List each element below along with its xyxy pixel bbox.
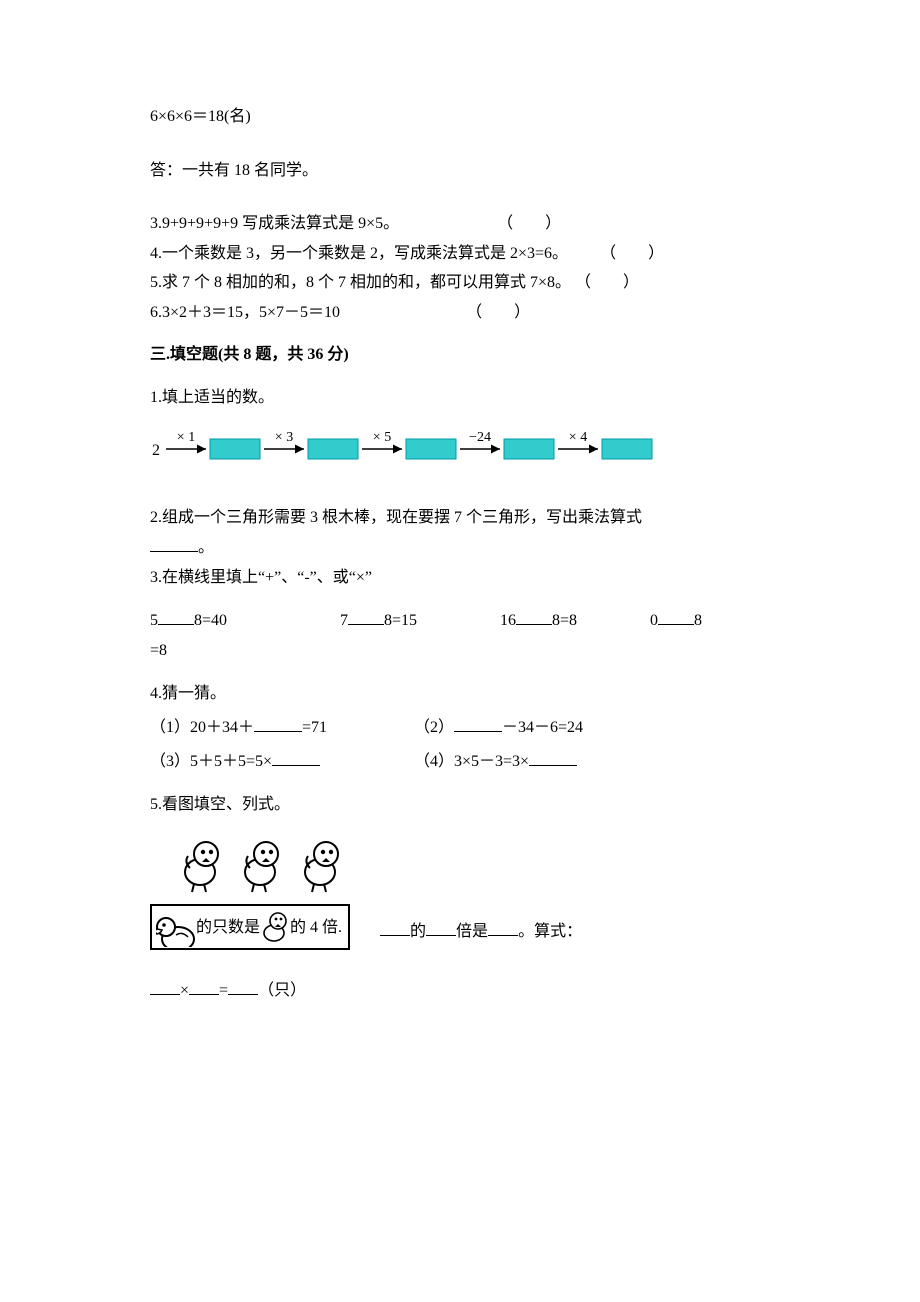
q4-1b: =71 (302, 719, 327, 736)
s3-q5-eq: × = （只） (150, 978, 800, 1004)
s3-q5-right: 的 倍是 。算式： (380, 919, 582, 951)
section3-title: 三.填空题(共 8 题，共 36 分) (150, 342, 800, 368)
s3-q3-c4: 08 (650, 608, 702, 634)
s3-q5-box-b: 的 4 倍. (290, 915, 342, 941)
s3-q1: 1.填上适当的数。 (150, 385, 800, 411)
q4-2b: －34－6=24 (502, 719, 583, 736)
judge-q3-paren: （ ） (497, 215, 561, 232)
chicks-row-icon (150, 828, 400, 898)
chain-diagram: 2 × 1 × 3 × 5 −24 × 4 (144, 419, 800, 478)
q5-tail: （只） (258, 982, 306, 999)
judge-q5-paren: （ ） (575, 274, 639, 291)
s3-q4-2: （2） －34－6=24 (414, 719, 583, 736)
s3-q3-c1l: 5 (150, 612, 158, 629)
s3-q4-3: （3）5＋5＋5=5× (150, 749, 410, 775)
s3-q2: 2.组成一个三角形需要 3 根木棒，现在要摆 7 个三角形，写出乘法算式 (150, 505, 800, 531)
s3-q3-title: 3.在横线里填上“+”、“-”、或“×” (150, 565, 800, 591)
q5-mul: × (180, 982, 189, 999)
s3-q2b: 。 (150, 535, 800, 561)
s3-q3-c1r: 8=40 (194, 612, 227, 629)
blank (658, 608, 694, 625)
q5rc: 。算式： (518, 923, 582, 940)
s3-q3-tail: =8 (150, 638, 800, 664)
q5ra: 的 (410, 923, 426, 940)
blank (488, 919, 518, 936)
svg-text:−24: −24 (469, 430, 491, 445)
blank (348, 608, 384, 625)
blank (516, 608, 552, 625)
duck-icon (156, 909, 196, 947)
chick-small-icon (260, 911, 290, 945)
s3-q3-c3: 16 8=8 (500, 608, 650, 634)
s3-q5-caption-row: 的只数是 的 4 倍. 的 倍是 。算式： (150, 904, 800, 950)
s3-q4-title: 4.猜一猜。 (150, 681, 800, 707)
blank (426, 919, 456, 936)
s3-q3-c3l: 16 (500, 612, 516, 629)
svg-text:2: 2 (152, 442, 160, 459)
judge-q4-paren: （ ） (600, 245, 664, 262)
s3-q3-c1: 5 8=40 (150, 608, 340, 634)
s3-q4-r1: （1）20＋34＋ =71 （2） －34－6=24 (150, 715, 800, 741)
blank (454, 715, 502, 732)
judge-q6-text: 6.3×2＋3＝15，5×7－5＝10 (150, 304, 340, 321)
q5-eq: = (219, 982, 228, 999)
blank (228, 978, 258, 995)
top-expression: 6×6×6＝18(名) (150, 104, 800, 130)
top-answer: 答：一共有 18 名同学。 (150, 158, 800, 184)
s3-q3-row: 58=40 78=15 168=8 08 (150, 608, 800, 634)
blank (150, 978, 180, 995)
q4-1a: （1）20＋34＋ (150, 719, 254, 736)
judge-q5: 5.求 7 个 8 相加的和，8 个 7 相加的和，都可以用算式 7×8。 （ … (150, 270, 800, 296)
s3-q5-box-a: 的只数是 (196, 915, 260, 941)
q4-4a: （4）3×5－3=3× (414, 753, 529, 770)
q4-3a: （3）5＋5＋5=5× (150, 753, 272, 770)
blank (272, 749, 320, 766)
svg-text:× 5: × 5 (373, 430, 391, 445)
svg-text:× 3: × 3 (275, 430, 293, 445)
svg-text:× 4: × 4 (569, 430, 587, 445)
judge-q6-paren: （ ） (466, 304, 530, 321)
s3-q3-c4l: 0 (650, 612, 658, 629)
s3-q3-c3r: 8=8 (552, 612, 577, 629)
judge-q3-text: 3.9+9+9+9+9 写成乘法算式是 9×5。 (150, 215, 399, 232)
s3-q3-c2: 7 8=15 (340, 608, 500, 634)
q5rb: 倍是 (456, 923, 488, 940)
blank (380, 919, 410, 936)
s3-q5-figure: 的只数是 的 4 倍. 的 倍是 。算式： (150, 828, 800, 951)
judge-q5-text: 5.求 7 个 8 相加的和，8 个 7 相加的和，都可以用算式 7×8。 (150, 274, 571, 291)
blank (529, 749, 577, 766)
s3-q2-period: 。 (198, 539, 214, 556)
s3-q4-4: （4）3×5－3=3× (414, 753, 577, 770)
judge-q4-text: 4.一个乘数是 3，另一个乘数是 2，写成乘法算式是 2×3=6。 (150, 245, 568, 262)
s3-q3-c4r: 8 (694, 612, 702, 629)
s3-q2-text: 2.组成一个三角形需要 3 根木棒，现在要摆 7 个三角形，写出乘法算式 (150, 509, 642, 526)
s3-q4-1: （1）20＋34＋ =71 (150, 715, 410, 741)
s3-q5-box: 的只数是 的 4 倍. (150, 904, 350, 950)
s3-q3-c2r: 8=15 (384, 612, 417, 629)
judge-q3: 3.9+9+9+9+9 写成乘法算式是 9×5。 （ ） (150, 211, 800, 237)
q4-2a: （2） (414, 719, 454, 736)
blank (189, 978, 219, 995)
blank (254, 715, 302, 732)
s3-q2-blank (150, 535, 198, 552)
blank (158, 608, 194, 625)
s3-q5-title: 5.看图填空、列式。 (150, 792, 800, 818)
svg-text:× 1: × 1 (177, 430, 195, 445)
judge-q4: 4.一个乘数是 3，另一个乘数是 2，写成乘法算式是 2×3=6。 （ ） (150, 241, 800, 267)
judge-q6: 6.3×2＋3＝15，5×7－5＝10 （ ） (150, 300, 800, 326)
s3-q4-r2: （3）5＋5＋5=5× （4）3×5－3=3× (150, 749, 800, 775)
s3-q3-c2l: 7 (340, 612, 348, 629)
